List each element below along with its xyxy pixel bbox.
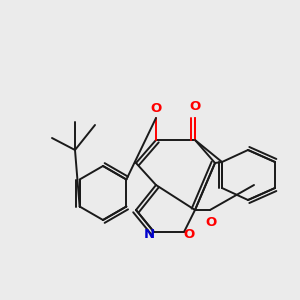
Text: O: O xyxy=(206,216,217,229)
Text: O: O xyxy=(183,229,194,242)
Text: N: N xyxy=(144,229,155,242)
Text: O: O xyxy=(189,100,201,113)
Text: O: O xyxy=(150,102,162,115)
